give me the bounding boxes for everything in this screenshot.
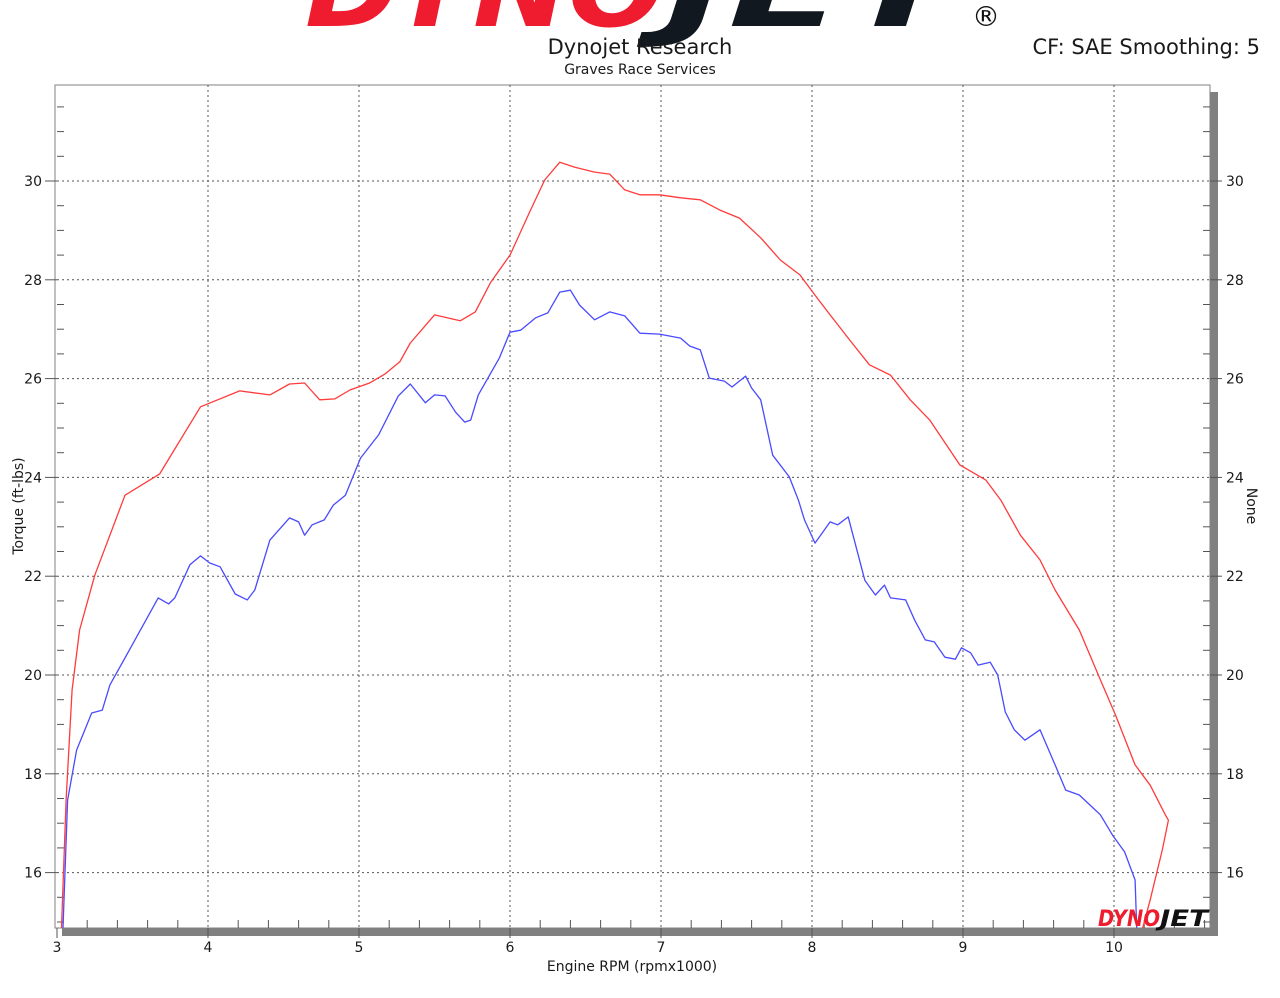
y2-tick-label: 26: [1226, 372, 1244, 388]
logo-jet: JET: [636, 0, 972, 51]
y-tick-label: 26: [24, 372, 42, 388]
series-line-1: [60, 161, 1170, 929]
y-tick-label: 16: [24, 866, 42, 882]
watermark-dyno: DYNO: [1098, 907, 1160, 932]
watermark-logo: DYNO JET: [1098, 907, 1210, 932]
logo-registered: ®: [972, 0, 1000, 33]
watermark-jet: JET: [1155, 907, 1211, 932]
y2-axis-label: None: [1243, 488, 1259, 525]
frame-shadow-right: [1210, 92, 1218, 936]
frame-shadow-bottom: [62, 928, 1218, 936]
series-lines: [60, 161, 1170, 929]
x-tick-label: 7: [657, 940, 666, 956]
x-tick-label: 3: [53, 940, 62, 956]
grid: [57, 85, 1210, 928]
header-logo: DYNO JET ®: [305, 0, 1000, 51]
y-tick-label: 22: [24, 569, 42, 585]
y2-tick-label: 28: [1226, 273, 1244, 289]
y2-tick-label: 16: [1226, 866, 1244, 882]
chart-subtitle: Graves Race Services: [564, 62, 716, 78]
x-tick-label: 4: [204, 940, 213, 956]
y-tick-label: 20: [24, 668, 42, 684]
y2-tick-label: 20: [1226, 668, 1244, 684]
y-tick-labels: 16 16 18 18 20 20 22 22 24 24 26 26 28 28 30 30: [24, 174, 1244, 882]
y2-tick-label: 24: [1226, 470, 1244, 486]
x-tick-label: 5: [355, 940, 364, 956]
x-axis-label: Engine RPM (rpmx1000): [547, 959, 717, 975]
x-tick-label: 6: [506, 940, 515, 956]
chart-title: Dynojet Research: [548, 35, 733, 59]
y-tick-label: 24: [24, 470, 42, 486]
x-tick-label: 9: [959, 940, 968, 956]
y2-tick-label: 30: [1226, 174, 1244, 190]
x-tick-label: 10: [1105, 940, 1123, 956]
x-tick-labels: 3 4 5 6 7 8 9 10: [53, 940, 1123, 956]
y-tick-label: 28: [24, 273, 42, 289]
x-tick-label: 8: [808, 940, 817, 956]
y-tick-label: 18: [24, 767, 42, 783]
y2-tick-label: 18: [1226, 767, 1244, 783]
plot-area: [54, 84, 1211, 929]
logo-dyno: DYNO: [305, 0, 665, 51]
correction-settings: CF: SAE Smoothing: 5: [1032, 35, 1260, 59]
axis-ticks: [45, 106, 1222, 938]
series-line-2: [62, 289, 1138, 928]
y-axis-label: Torque (ft-lbs): [11, 457, 27, 555]
y2-tick-label: 22: [1226, 569, 1244, 585]
y-tick-label: 30: [24, 174, 42, 190]
